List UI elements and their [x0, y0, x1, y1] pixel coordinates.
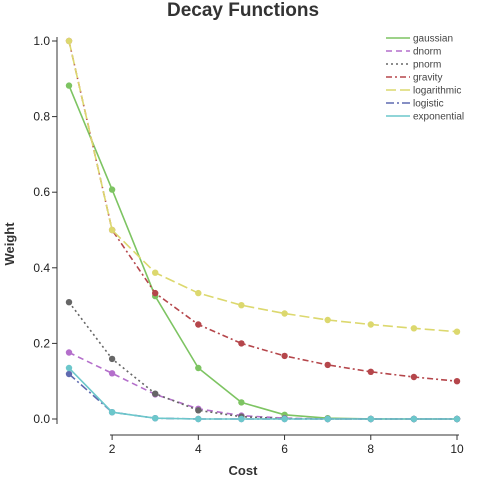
- data-point-logarithmic: [108, 226, 116, 234]
- legend-item-gravity: gravity: [386, 73, 442, 84]
- series-pnorm: [65, 299, 461, 423]
- y-tick-label: 0.6: [33, 185, 50, 199]
- data-point-logarithmic: [195, 289, 202, 297]
- data-point-logarithmic: [238, 302, 245, 309]
- data-point-gravity: [367, 368, 374, 375]
- legend-label: gravity: [413, 73, 442, 84]
- data-point-gaussian: [195, 364, 202, 372]
- legend-label: dnorm: [413, 47, 441, 58]
- data-point-exponential: [367, 415, 374, 423]
- legend-item-gaussian: gaussian: [386, 34, 453, 45]
- legend-label: logarithmic: [413, 86, 461, 97]
- data-point-gaussian: [238, 399, 245, 406]
- x-tick-label: 10: [450, 442, 464, 456]
- data-point-logarithmic: [367, 321, 374, 328]
- data-point-exponential: [65, 364, 73, 372]
- y-tick-label: 0.4: [33, 261, 50, 275]
- data-point-logarithmic: [410, 325, 418, 332]
- x-tick-label: 2: [109, 442, 116, 456]
- data-point-logarithmic: [324, 316, 331, 324]
- data-point-gravity: [410, 373, 418, 381]
- data-point-gravity: [453, 378, 461, 385]
- y-axis-label: Weight: [2, 222, 17, 266]
- y-tick-label: 1.0: [33, 34, 50, 48]
- data-point-pnorm: [108, 355, 116, 363]
- data-point-gravity: [152, 289, 159, 297]
- legend-label: gaussian: [413, 34, 453, 45]
- y-tick-label: 0.8: [33, 110, 50, 124]
- legend-label: pnorm: [413, 60, 441, 71]
- series-line-pnorm: [68, 301, 457, 420]
- data-point-logarithmic: [281, 310, 288, 317]
- legend-item-dnorm: dnorm: [386, 47, 441, 58]
- series-dnorm: [65, 349, 461, 423]
- data-point-exponential: [453, 415, 461, 423]
- data-point-exponential: [238, 415, 245, 423]
- series-exponential: [65, 364, 461, 423]
- data-point-pnorm: [65, 299, 73, 306]
- legend-item-logistic: logistic: [386, 99, 444, 110]
- data-point-gaussian: [108, 186, 116, 193]
- series-gaussian: [65, 82, 461, 423]
- series-line-logarithmic: [68, 40, 458, 333]
- x-tick-label: 8: [367, 442, 374, 456]
- x-axis-label: Cost: [229, 463, 259, 478]
- data-point-gravity: [324, 361, 331, 369]
- data-point-gravity: [281, 352, 288, 360]
- legend-item-logarithmic: logarithmic: [386, 86, 461, 97]
- data-point-gravity: [238, 340, 245, 347]
- data-point-exponential: [324, 415, 331, 423]
- data-point-dnorm: [108, 370, 116, 377]
- data-point-logarithmic: [453, 328, 461, 335]
- data-point-pnorm: [195, 407, 202, 414]
- data-point-gaussian: [65, 82, 73, 89]
- legend-item-exponential: exponential: [386, 112, 464, 123]
- data-point-logarithmic: [152, 269, 159, 276]
- legend: gaussian dnorm pnorm gravity logarithmic logi…: [386, 34, 464, 123]
- y-tick-label: 0.0: [33, 412, 50, 426]
- x-tick-label: 6: [281, 442, 288, 456]
- axes: 0.0 0.2 0.4 0.6 0.8 1.0 2 4 6 8 10: [33, 34, 464, 456]
- chart-title: Decay Functions: [167, 0, 319, 21]
- data-point-exponential: [281, 415, 288, 423]
- series-line-gravity: [68, 40, 458, 382]
- data-point-exponential: [410, 415, 418, 423]
- data-point-logarithmic: [65, 37, 73, 45]
- legend-label: exponential: [413, 112, 464, 123]
- data-point-dnorm: [65, 349, 73, 356]
- data-point-pnorm: [152, 390, 159, 397]
- series-line-exponential: [68, 367, 457, 420]
- data-point-exponential: [152, 415, 159, 422]
- legend-item-pnorm: pnorm: [386, 60, 441, 71]
- series-logarithmic: [65, 37, 461, 335]
- legend-label: logistic: [413, 99, 444, 110]
- data-point-gravity: [195, 321, 202, 328]
- data-point-exponential: [195, 415, 202, 423]
- x-tick-label: 4: [195, 442, 202, 456]
- y-tick-label: 0.2: [33, 336, 50, 350]
- data-point-logistic: [65, 370, 73, 378]
- data-point-exponential: [108, 409, 116, 416]
- series-lines: [65, 37, 461, 423]
